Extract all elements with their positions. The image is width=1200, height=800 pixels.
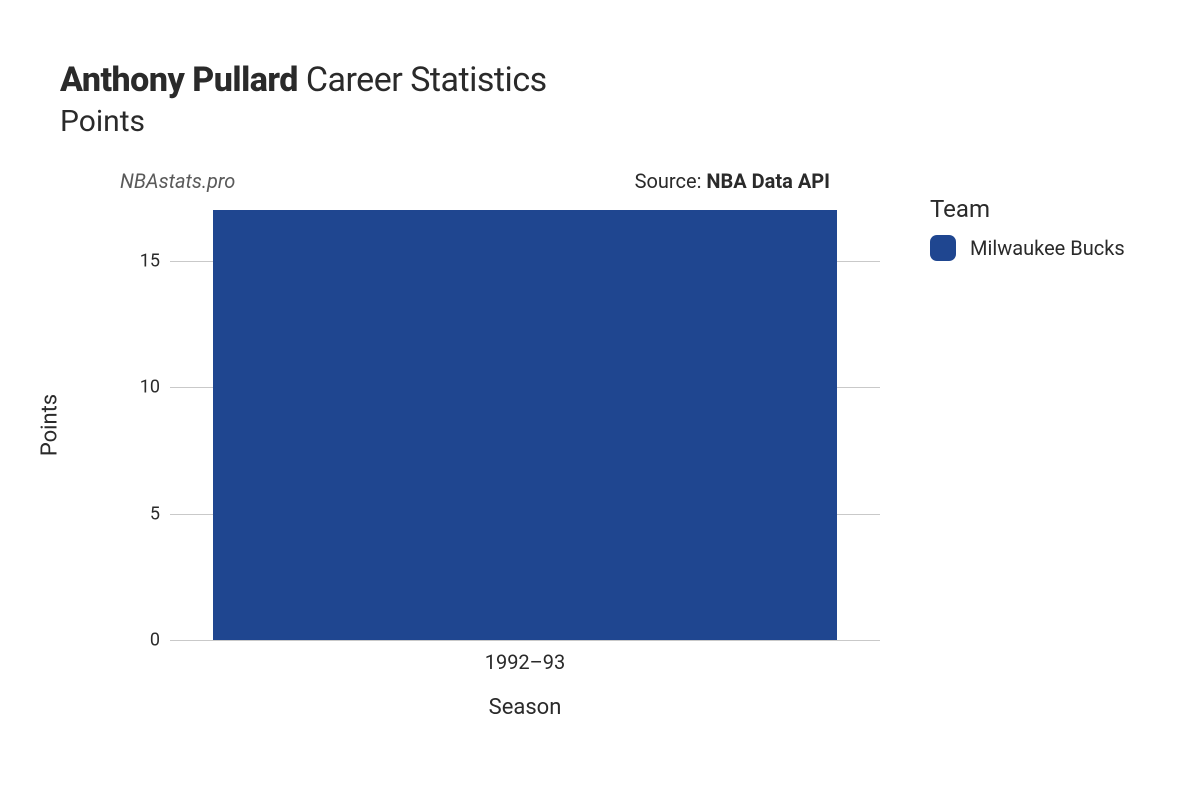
plot-region: 051015 [170, 210, 880, 640]
gridline [170, 640, 880, 641]
y-tick-label: 0 [110, 630, 160, 651]
chart-title: Anthony Pullard Career Statistics [60, 60, 1160, 100]
legend-swatch [930, 235, 956, 261]
title-suffix: Career Statistics [306, 60, 547, 100]
legend-items: Milwaukee Bucks [930, 235, 1125, 261]
meta-row: NBAstats.pro Source: NBA Data API [120, 169, 830, 193]
chart-subtitle: Points [60, 104, 1160, 139]
chart-container: Anthony Pullard Career Statistics Points… [0, 0, 1200, 800]
source-prefix: Source: [635, 169, 707, 193]
x-axis-label: Season [489, 695, 562, 720]
bar [213, 210, 838, 640]
y-axis-label: Points [38, 394, 63, 456]
y-tick-label: 10 [110, 377, 160, 398]
source-text: Source: NBA Data API [635, 169, 830, 193]
player-name: Anthony Pullard [60, 60, 298, 100]
x-tick-label: 1992–93 [485, 650, 566, 674]
chart-area: Points 051015 Season 1992–93 [100, 210, 900, 690]
y-tick-label: 15 [110, 250, 160, 271]
legend-label: Milwaukee Bucks [970, 236, 1125, 260]
y-tick-label: 5 [110, 503, 160, 524]
source-name: NBA Data API [706, 169, 830, 193]
legend-title: Team [930, 195, 1125, 223]
legend: Team Milwaukee Bucks [930, 195, 1125, 261]
title-block: Anthony Pullard Career Statistics Points [60, 60, 1160, 139]
legend-item: Milwaukee Bucks [930, 235, 1125, 261]
watermark-text: NBAstats.pro [120, 169, 235, 193]
